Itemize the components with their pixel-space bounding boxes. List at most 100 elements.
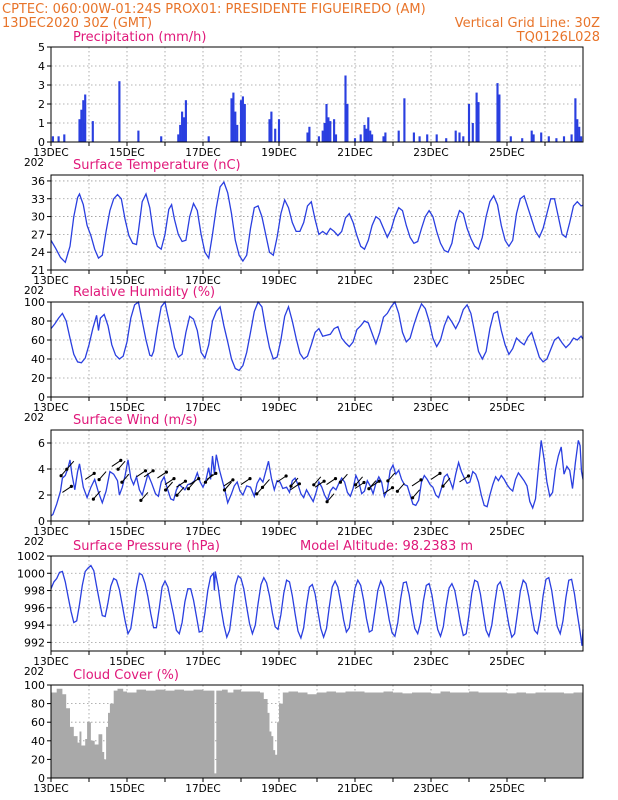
y-tick-label: 100 (24, 679, 45, 692)
precip-bar (365, 128, 368, 142)
wind-direction-arrow (459, 475, 469, 483)
wind-direction-arrow (223, 479, 234, 487)
wind-arrow-head (377, 479, 381, 483)
wind-arrow-head (143, 469, 148, 473)
x-tick-label: 23DEC (413, 783, 448, 795)
x-tick-label: 17DEC (185, 783, 220, 795)
precip-bar (51, 136, 54, 142)
y-tick-label: 24 (31, 246, 45, 259)
x-tick-label: 17DEC (185, 147, 220, 159)
x-tick-label: 17DEC (185, 656, 220, 668)
precip-bar (329, 121, 332, 142)
y-tick-label: 1000 (17, 567, 45, 580)
x-tick-label: 23DEC (413, 402, 448, 414)
wind-direction-arrow (176, 486, 185, 496)
wind-arrow-head (186, 487, 190, 491)
precip-bar (346, 104, 349, 142)
x-tick-label: 25DEC (489, 402, 524, 414)
x-tick-label: 21DEC (337, 656, 372, 668)
wind-direction-arrow (326, 478, 336, 486)
wind-direction-arrow (340, 473, 348, 483)
x-tick-label: 15DEC (109, 275, 144, 287)
y-tick-label: 80 (31, 698, 45, 711)
wind-arrow-head (65, 467, 69, 471)
panel-title: Surface Pressure (hPa) (73, 539, 220, 554)
wind-arrow-head (466, 474, 471, 478)
y-tick-label: 0 (38, 136, 45, 149)
x-tick-label: 25DEC (489, 656, 524, 668)
precip-bar (334, 134, 338, 142)
precip-bar (137, 130, 140, 142)
y-tick-label: 996 (24, 602, 45, 615)
x-tick-label: 13DEC (33, 147, 68, 159)
wind-arrow-head (333, 477, 338, 481)
precip-bar (274, 128, 277, 142)
wind-direction-arrow (84, 472, 95, 480)
header-station-line: CPTEC: 060:00W-01:24S PROX01: PRESIDENTE… (2, 2, 426, 17)
x-tick-label: 15DEC (109, 656, 144, 668)
wind-arrow-head (139, 498, 143, 502)
precip-bar (477, 102, 480, 142)
precip-bar (371, 134, 374, 142)
x-tick-label: 19DEC (261, 656, 296, 668)
wind-direction-arrow (140, 492, 149, 501)
precip-bar (426, 134, 429, 142)
panels: 0 1 2 3 4 5 13DEC 15DEC 17DEC 19DEC 21DEC 23DEC 25DE… (17, 30, 584, 795)
wind-arrow-head (59, 474, 63, 478)
precip-bar (540, 132, 543, 142)
wind-speed-line (50, 440, 584, 517)
precip-bar (344, 75, 347, 142)
wind-arrow-head (92, 471, 96, 475)
precip-bar (382, 136, 385, 142)
y-tick-label: 27 (31, 228, 45, 241)
precip-bar (467, 104, 471, 142)
precip-bar (306, 132, 309, 142)
y-tick-label: 30 (31, 211, 45, 224)
wind-arrow-head (289, 484, 293, 488)
wind-arrow-head (203, 480, 208, 484)
wind-direction-arrow (117, 460, 126, 470)
wind-arrow-head (325, 500, 329, 504)
wind-direction-arrow (157, 471, 167, 479)
wind-direction-arrow (326, 493, 335, 503)
wind-arrow-head (338, 480, 342, 484)
x-tick-label: 15DEC (109, 147, 144, 159)
wind-direction-arrow (121, 473, 130, 483)
precip-bar (84, 94, 87, 142)
wind-direction-arrow (66, 460, 75, 470)
precip-bar (580, 136, 583, 142)
wind-direction-arrow (411, 479, 422, 487)
wind-arrow-head (419, 478, 423, 482)
precip-bar (562, 136, 566, 142)
precip-bar (118, 81, 121, 142)
wind-arrow-head (354, 483, 358, 487)
wind-direction-arrow (314, 480, 325, 488)
panel-4 (47, 429, 584, 525)
x-tick-label: 19DEC (261, 147, 296, 159)
precip-bar (359, 134, 362, 142)
x-tick-label: 13DEC (33, 275, 68, 287)
x-tick-label: 17DEC (185, 402, 220, 414)
wind-direction-arrow (313, 476, 322, 486)
wind-direction-arrow (412, 489, 420, 499)
wind-direction-arrow (165, 481, 173, 491)
wind-direction-arrow (354, 482, 365, 489)
x-tick-label: 21DEC (337, 147, 372, 159)
precip-bar (418, 136, 421, 142)
precip-bar (521, 138, 524, 142)
wind-direction-arrow (290, 483, 300, 491)
wind-direction-arrow (442, 477, 451, 487)
x-tick-label: 15DEC (109, 783, 144, 795)
y-tick-label: 20 (31, 372, 45, 385)
x-tick-label: 17DEC (185, 526, 220, 538)
panel-1 (47, 46, 584, 146)
wind-direction-arrow (240, 478, 251, 486)
wind-arrow-head (362, 480, 366, 485)
wind-direction-arrow (262, 479, 270, 488)
panel-3 (47, 300, 584, 401)
x-tick-label: 25DEC (489, 147, 524, 159)
precip-bar (403, 98, 406, 142)
x-tick-label: 21DEC (337, 526, 372, 538)
precip-bar (327, 117, 330, 142)
wind-direction-arrow (136, 470, 146, 478)
